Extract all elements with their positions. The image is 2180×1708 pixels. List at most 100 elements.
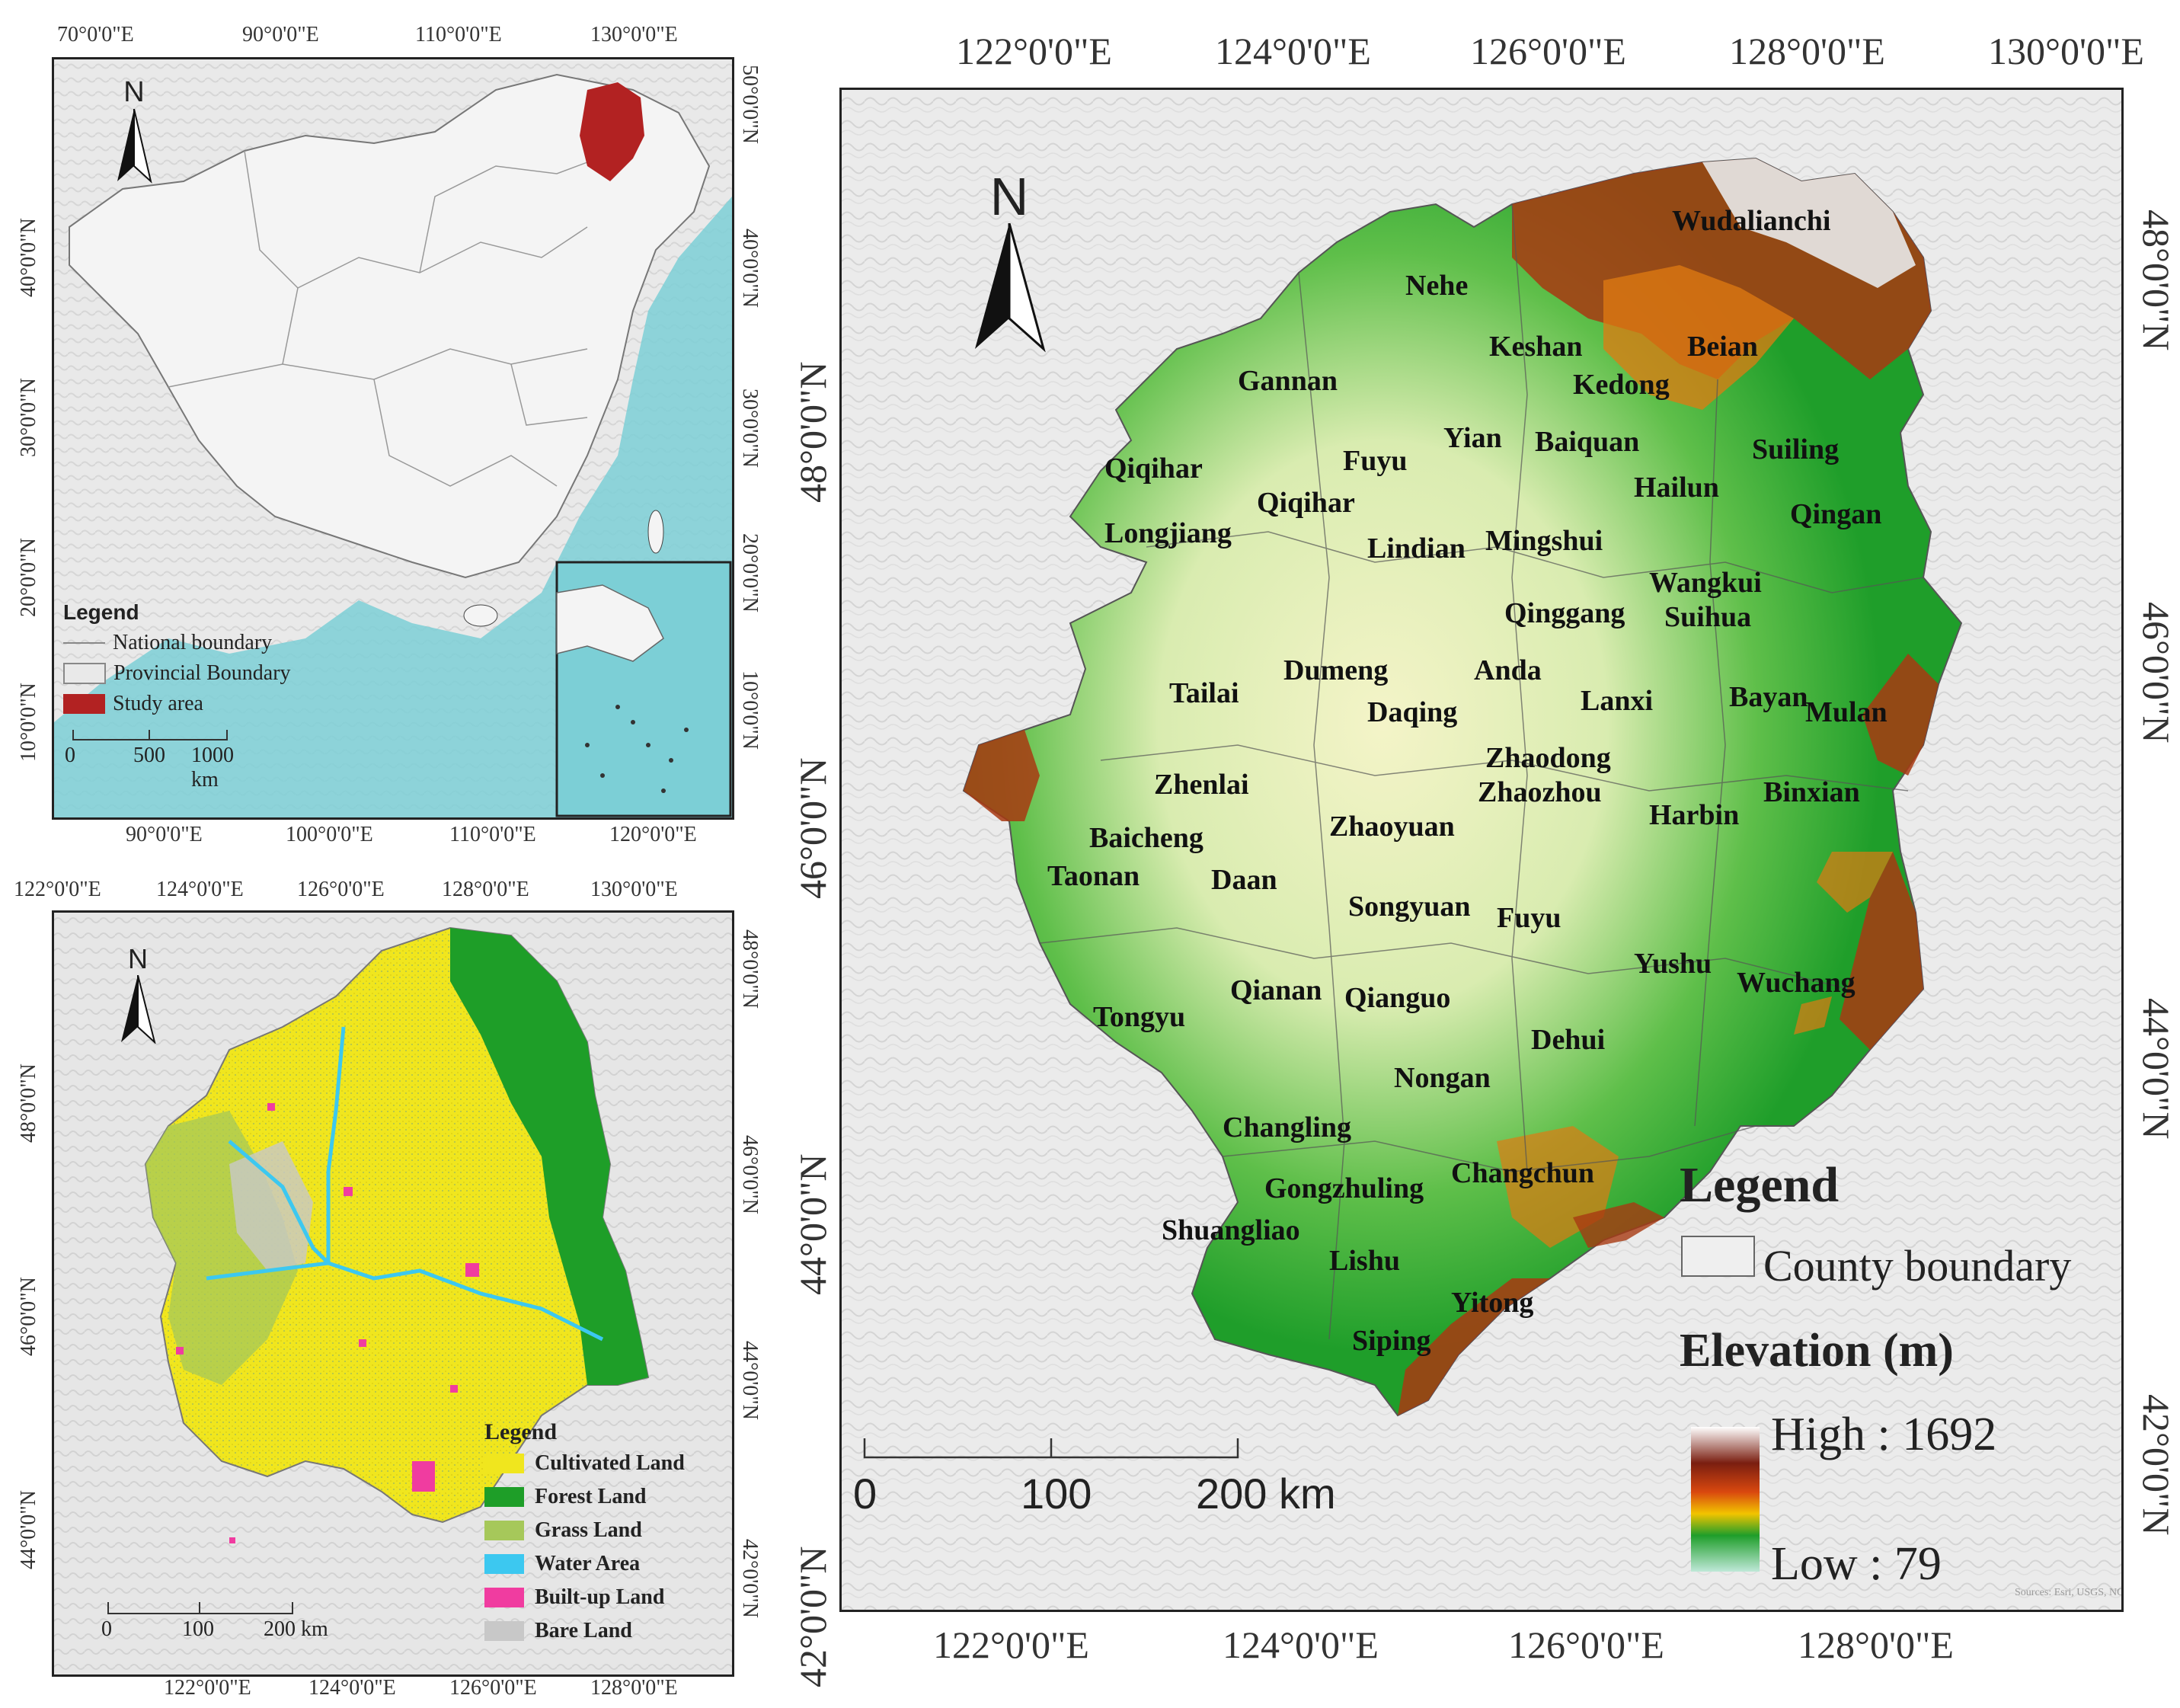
place-label: Qinggang <box>1504 597 1625 629</box>
place-label: Qianguo <box>1344 982 1451 1014</box>
place-label: Changchun <box>1451 1157 1594 1189</box>
china-right-tick: 40°0'0"N <box>738 229 762 308</box>
landuse-map: 122°0'0"E 124°0'0"E 126°0'0"E 128°0'0"E … <box>0 868 769 1706</box>
landuse-map-frame: N 0 100 200 km Legend Cultivated Land Fo… <box>52 910 734 1677</box>
landuse-scale-bar: 0 100 200 km <box>100 1602 328 1648</box>
elevation-ramp <box>1691 1427 1760 1572</box>
legend-item-bare: Bare Land <box>484 1619 728 1643</box>
elev-north-arrow: N <box>967 170 1051 368</box>
place-label: Zhaodong <box>1485 742 1611 774</box>
china-top-tick: 130°0'0"E <box>590 23 678 46</box>
place-label: Lindian <box>1367 533 1466 565</box>
landuse-left-tick: 48°0'0"N <box>17 1064 40 1143</box>
legend-item-forest: Forest Land <box>484 1485 728 1509</box>
legend-item-cultivated: Cultivated Land <box>484 1451 728 1476</box>
place-label: Daan <box>1211 864 1277 896</box>
legend-item-study-area: Study area <box>63 692 353 716</box>
china-right-tick: 30°0'0"N <box>738 389 762 468</box>
china-bottom-tick: 90°0'0"E <box>126 823 203 846</box>
china-bottom-tick: 120°0'0"E <box>609 823 697 846</box>
scale-label: 1000 km <box>191 744 234 792</box>
place-label: Shuangliao <box>1162 1214 1300 1246</box>
legend-item-builtup: Built-up Land <box>484 1585 728 1610</box>
elev-top-tick: 124°0'0"E <box>1215 30 1371 72</box>
source-credit: Sources: Esri, USGS, NOAA <box>2015 1587 2124 1598</box>
china-left-tick: 30°0'0"N <box>17 378 40 457</box>
place-label: Fuyu <box>1497 902 1561 934</box>
elev-bottom-tick: 122°0'0"E <box>933 1623 1089 1666</box>
place-label: Wuchang <box>1737 967 1856 999</box>
place-label: Nehe <box>1405 270 1469 302</box>
legend-label: National boundary <box>113 631 273 654</box>
china-map-drawing <box>54 59 732 817</box>
china-left-tick: 20°0'0"N <box>17 538 40 617</box>
legend-label: Study area <box>113 692 203 715</box>
china-top-tick: 110°0'0"E <box>415 23 502 46</box>
place-label: Tongyu <box>1093 1001 1186 1033</box>
place-label: Anda <box>1474 654 1542 686</box>
elevation-map-frame: N Wudalianchi Nehe Keshan Beian Kedong G… <box>839 88 2124 1612</box>
legend-title: Legend <box>484 1419 558 1444</box>
legend-label: Grass Land <box>535 1518 642 1542</box>
elev-right-tick: 44°0'0"N <box>2135 998 2178 1140</box>
landuse-right-tick: 44°0'0"N <box>738 1341 762 1420</box>
legend-label: Provincial Boundary <box>113 661 291 685</box>
scale-label: 0 <box>101 1617 112 1641</box>
place-label: Suihua <box>1664 601 1752 633</box>
china-bottom-tick: 100°0'0"E <box>286 823 373 846</box>
landuse-right-tick: 48°0'0"N <box>738 929 762 1009</box>
landuse-left-tick: 46°0'0"N <box>17 1277 40 1356</box>
place-label: Fuyu <box>1343 445 1408 477</box>
place-label: Yushu <box>1634 948 1712 980</box>
place-label: Binxian <box>1763 776 1860 808</box>
landuse-drawing <box>54 913 732 1674</box>
china-top-tick: 90°0'0"E <box>242 23 319 46</box>
place-label: Wudalianchi <box>1672 205 1831 237</box>
china-top-tick: 70°0'0"E <box>57 23 134 46</box>
scale-label: 200 km <box>1196 1470 1336 1518</box>
place-label: Keshan <box>1489 331 1583 363</box>
elevation-map: 122°0'0"E 124°0'0"E 126°0'0"E 128°0'0"E … <box>785 0 2180 1708</box>
place-label: Yian <box>1443 422 1502 454</box>
place-label: Mulan <box>1805 696 1888 728</box>
landuse-right-tick: 42°0'0"N <box>738 1539 762 1618</box>
legend-label: Forest Land <box>535 1485 647 1508</box>
china-location-map: 70°0'0"E 90°0'0"E 110°0'0"E 130°0'0"E <box>0 0 769 846</box>
legend-label: Water Area <box>535 1552 641 1575</box>
place-label: Siping <box>1352 1325 1431 1357</box>
place-label: Taonan <box>1047 860 1140 892</box>
elev-bottom-tick: 128°0'0"E <box>1798 1623 1954 1666</box>
north-label: N <box>123 76 145 108</box>
place-label: Wangkui <box>1649 567 1762 599</box>
place-label: Gannan <box>1238 365 1338 397</box>
national-line-swatch <box>63 642 105 644</box>
place-label: Qianan <box>1230 974 1322 1006</box>
elev-top-tick: 122°0'0"E <box>956 30 1112 72</box>
landuse-top-tick: 122°0'0"E <box>14 878 101 901</box>
china-legend: Legend National boundary Provincial Boun… <box>63 600 353 792</box>
china-left-tick: 40°0'0"N <box>17 218 40 297</box>
place-label: Suiling <box>1752 433 1840 465</box>
place-label: Songyuan <box>1348 891 1471 923</box>
china-bottom-tick: 110°0'0"E <box>449 823 536 846</box>
place-label: Baiquan <box>1535 426 1640 458</box>
place-label: Dehui <box>1531 1024 1606 1056</box>
place-label: Zhaozhou <box>1478 776 1602 808</box>
elevation-drawing <box>842 90 2121 1610</box>
place-label: Qiqihar <box>1257 487 1355 519</box>
elevation-scale-bar <box>863 1438 1239 1459</box>
study-area-swatch <box>63 694 105 714</box>
scale-label: 0 <box>65 744 75 767</box>
landuse-bottom-tick: 126°0'0"E <box>449 1676 537 1700</box>
landuse-bottom-tick: 122°0'0"E <box>164 1676 251 1700</box>
place-label: Harbin <box>1649 799 1740 831</box>
elev-left-tick: 48°0'0"N <box>791 361 834 503</box>
elev-bottom-tick: 124°0'0"E <box>1223 1623 1379 1666</box>
landuse-right-tick: 46°0'0"N <box>738 1135 762 1214</box>
elev-right-tick: 42°0'0"N <box>2135 1394 2178 1536</box>
elev-top-tick: 130°0'0"E <box>1988 30 2144 72</box>
cultivated-swatch <box>484 1454 524 1473</box>
place-label: Nongan <box>1394 1062 1491 1094</box>
place-label: Qingan <box>1790 498 1882 530</box>
china-right-tick: 20°0'0"N <box>738 533 762 613</box>
